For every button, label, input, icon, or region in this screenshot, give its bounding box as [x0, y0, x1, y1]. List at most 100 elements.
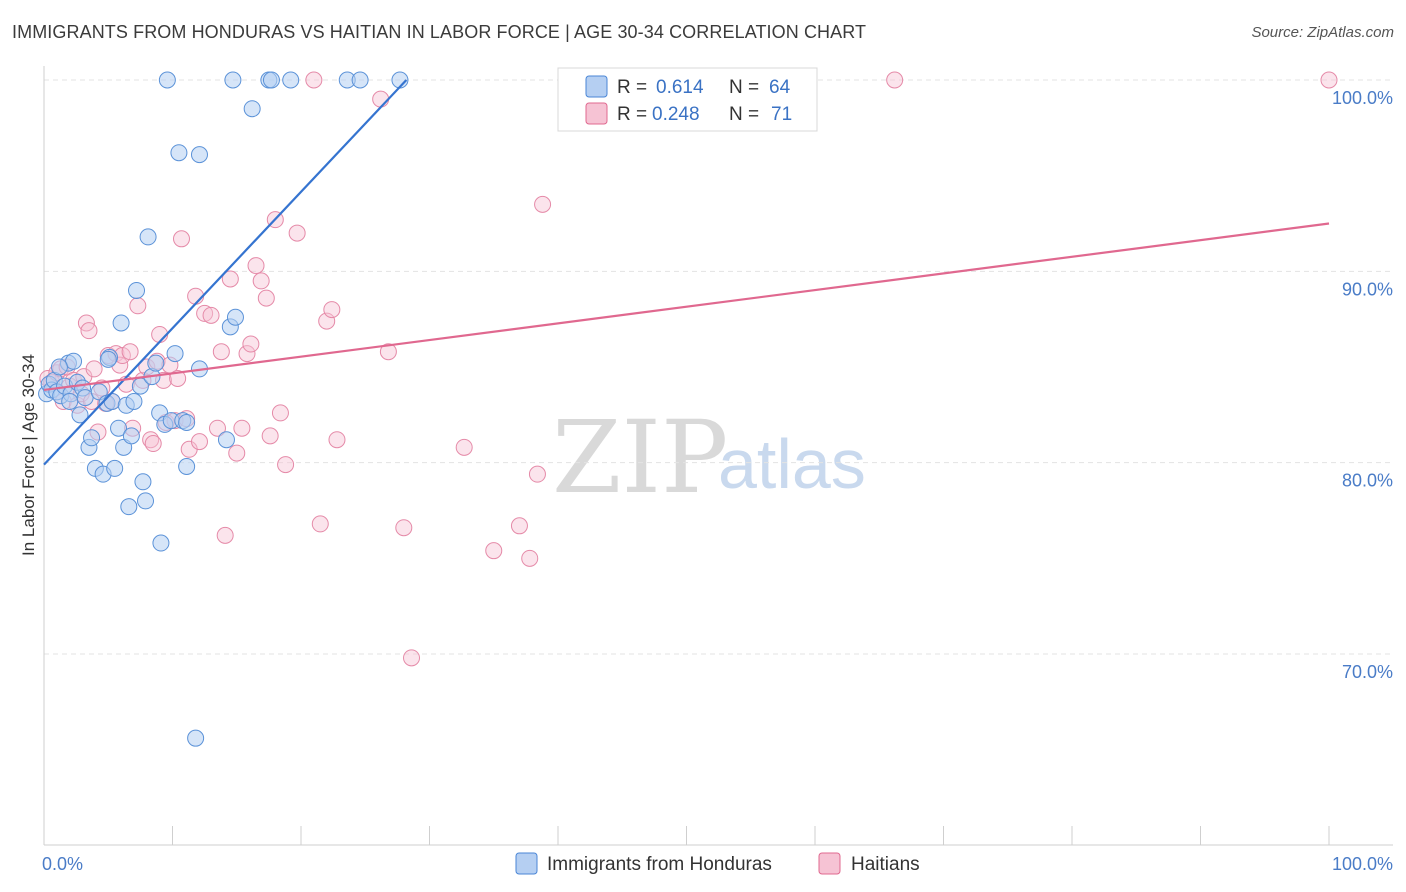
- haitians-point: [233, 419, 251, 437]
- y-axis-title: In Labor Force | Age 30-34: [19, 354, 38, 556]
- haitians-point: [228, 444, 246, 462]
- honduras-point: [147, 354, 165, 372]
- haitians-point: [534, 195, 552, 213]
- honduras-point: [190, 146, 208, 164]
- honduras-point: [125, 392, 143, 410]
- haitians-point: [372, 90, 390, 108]
- haitians-point: [485, 542, 503, 560]
- legend-r-value-2: 0.248: [652, 104, 700, 125]
- honduras-point: [61, 392, 79, 410]
- honduras-point: [282, 71, 300, 89]
- honduras-trend-line: [43, 79, 408, 466]
- honduras-point: [187, 729, 205, 747]
- haitians-point: [242, 335, 260, 353]
- haitians-point: [85, 360, 103, 378]
- haitians-point: [257, 289, 275, 307]
- honduras-point: [71, 406, 89, 424]
- grid-lines: [44, 79, 1393, 655]
- legend-r-value-1: 0.614: [656, 77, 704, 98]
- honduras-point: [217, 431, 235, 449]
- watermark-zip: ZIP: [552, 399, 728, 516]
- honduras-point: [170, 144, 188, 162]
- haitians-point: [238, 345, 256, 363]
- honduras-point: [50, 358, 68, 376]
- honduras-point: [139, 228, 157, 246]
- haitians-point: [521, 549, 539, 567]
- y-tick-label-100: 100.0%: [1332, 88, 1393, 108]
- honduras-point: [112, 314, 130, 332]
- haitians-point: [212, 343, 230, 361]
- haitians-point: [190, 433, 208, 451]
- honduras-point: [128, 281, 146, 299]
- legend-n-label-2: N =: [729, 104, 759, 125]
- haitians-point: [172, 230, 190, 248]
- haitians-point: [1320, 71, 1338, 89]
- honduras-point: [106, 459, 124, 477]
- honduras-point: [178, 413, 196, 431]
- honduras-point: [122, 427, 140, 445]
- y-tick-label-70: 70.0%: [1342, 662, 1393, 682]
- bottom-legend-honduras: Immigrants from Honduras: [547, 854, 772, 875]
- honduras-point: [65, 352, 83, 370]
- honduras-point: [178, 457, 196, 475]
- x-tick-label-max: 100.0%: [1332, 854, 1393, 874]
- honduras-point: [103, 392, 121, 410]
- haitians-point: [510, 517, 528, 535]
- honduras-point: [134, 473, 152, 491]
- axes: [43, 66, 1393, 846]
- haitians-point: [328, 431, 346, 449]
- haitians-point: [288, 224, 306, 242]
- honduras-point: [158, 71, 176, 89]
- bottom-legend-pink-swatch: [818, 852, 841, 875]
- haitians-point: [311, 515, 329, 533]
- honduras-point: [137, 492, 155, 510]
- haitians-point: [247, 257, 265, 275]
- honduras-points: [38, 71, 409, 747]
- haitians-point: [252, 272, 270, 290]
- haitians-trend-line: [43, 222, 1330, 392]
- haitians-point: [216, 526, 234, 544]
- legend-n-label-1: N =: [729, 77, 759, 98]
- haitians-point: [528, 465, 546, 483]
- honduras-point: [120, 498, 138, 516]
- honduras-point: [166, 345, 184, 363]
- haitians-point: [202, 306, 220, 324]
- haitians-point: [208, 419, 226, 437]
- haitians-point: [455, 438, 473, 456]
- trend-lines: [43, 79, 1330, 466]
- haitians-point: [305, 71, 323, 89]
- honduras-point: [99, 350, 117, 368]
- haitians-point: [323, 301, 341, 319]
- honduras-point: [152, 534, 170, 552]
- haitians-point: [395, 519, 413, 537]
- legend-n-value-1: 64: [769, 77, 791, 98]
- haitians-point: [121, 343, 139, 361]
- honduras-point: [226, 308, 244, 326]
- legend-r-label-2: R =: [617, 104, 647, 125]
- y-tick-label-90: 90.0%: [1342, 279, 1393, 299]
- haitians-point: [129, 297, 147, 315]
- haitians-point: [80, 322, 98, 340]
- haitians-point: [221, 270, 239, 288]
- haitians-point: [379, 343, 397, 361]
- tick-labels: 70.0% 80.0% 90.0% 100.0% 0.0% 100.0%: [42, 88, 1393, 874]
- haitians-point: [144, 435, 162, 453]
- haitians-point: [169, 369, 187, 387]
- bottom-legend-blue-swatch: [515, 852, 538, 875]
- haitians-point: [196, 304, 214, 322]
- chart-title: IMMIGRANTS FROM HONDURAS VS HAITIAN IN L…: [12, 22, 867, 42]
- honduras-point: [83, 429, 101, 447]
- bottom-legend: Immigrants from Honduras Haitians: [515, 852, 920, 875]
- bottom-legend-haitians: Haitians: [851, 854, 920, 875]
- haitians-point: [261, 427, 279, 445]
- legend-n-value-2: 71: [771, 104, 792, 125]
- honduras-point: [243, 100, 261, 118]
- honduras-point: [76, 389, 94, 407]
- honduras-point: [110, 419, 128, 437]
- legend-pink-swatch: [585, 102, 608, 125]
- haitians-point: [271, 404, 289, 422]
- y-tick-label-80: 80.0%: [1342, 471, 1393, 491]
- honduras-point: [262, 71, 280, 89]
- haitians-point: [886, 71, 904, 89]
